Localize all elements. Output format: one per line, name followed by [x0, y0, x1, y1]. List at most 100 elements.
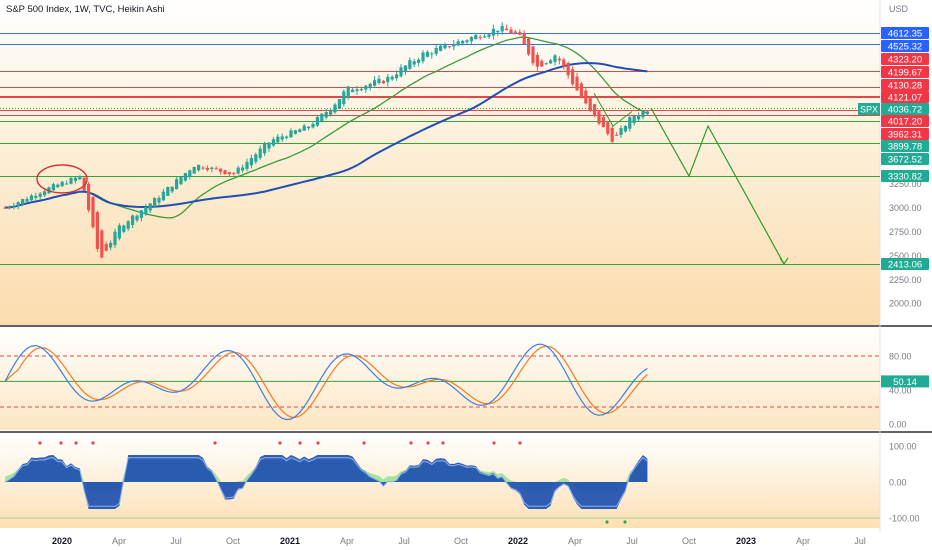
candle-body: [69, 178, 73, 184]
candle-body: [412, 61, 416, 65]
osc-signal-dot: [316, 441, 320, 445]
price-badge-label: 3899.78: [888, 142, 922, 153]
candle-body: [254, 154, 258, 162]
candle-body: [249, 158, 253, 166]
price-badge-label: 4612.35: [888, 29, 922, 40]
candle-body: [65, 183, 69, 185]
osc-blue-area: [5, 455, 648, 509]
candle-body: [342, 91, 346, 105]
candle-body: [535, 54, 539, 67]
candle-body: [7, 206, 11, 208]
time-axis-tick: Oct: [454, 536, 469, 546]
currency-label: USD: [889, 4, 909, 14]
candle-body: [527, 38, 531, 55]
time-axis-tick: 2023: [736, 536, 756, 546]
candle-body: [628, 117, 632, 129]
candle-body: [307, 126, 311, 129]
candle-body: [562, 59, 566, 67]
candle-body: [461, 40, 465, 44]
candle-body: [368, 83, 372, 88]
candle-body: [324, 111, 328, 118]
time-axis-tick: Oct: [226, 536, 241, 546]
time-axis-tick: 2021: [280, 536, 300, 546]
candle-body: [183, 173, 187, 181]
osc-signal-dot: [409, 441, 413, 445]
time-axis-tick: 2022: [508, 536, 528, 546]
candle-body: [161, 191, 165, 201]
osc-signal-dot: [278, 441, 282, 445]
projection-arrowhead: [779, 257, 789, 266]
candle-body: [25, 198, 29, 202]
candle-body: [452, 44, 456, 47]
stoch-axis-tick: 0.00: [889, 420, 907, 430]
candle-body: [584, 90, 588, 104]
osc-signal-dot: [441, 441, 445, 445]
candle-body: [214, 168, 218, 170]
price-badge: [881, 170, 929, 182]
stoch-axis-tick: 40.00: [889, 386, 912, 396]
candle-body: [601, 117, 605, 128]
candle-body: [117, 225, 121, 239]
price-axis-tick: 2000.00: [889, 299, 922, 309]
price-badge-label: 3962.31: [888, 130, 922, 141]
candle-body: [289, 130, 293, 138]
candle-body: [12, 205, 16, 208]
candle-body: [329, 109, 333, 115]
candle-body: [179, 176, 183, 185]
candle-body: [43, 191, 47, 196]
candle-body: [241, 167, 245, 171]
candle-body: [359, 88, 363, 91]
candle-body: [522, 33, 526, 45]
candle-body: [175, 179, 179, 190]
candle-body: [557, 58, 561, 61]
candle-body: [113, 231, 117, 246]
candle-body: [236, 167, 240, 174]
candle-body: [188, 170, 192, 177]
stoch-value-badge: [881, 375, 929, 388]
candle-body: [606, 122, 610, 134]
price-badge: [881, 91, 929, 103]
candle-body: [337, 99, 341, 109]
candle-body: [302, 125, 306, 131]
osc-signal-dot: [91, 441, 95, 445]
price-axis-tick: 2500.00: [889, 251, 922, 261]
candle-body: [447, 46, 451, 48]
candle-body: [144, 206, 148, 215]
candle-body: [131, 215, 135, 226]
candle-body: [29, 195, 33, 201]
time-axis-tick: Jul: [398, 536, 410, 546]
candle-body: [170, 186, 174, 192]
candle-body: [500, 25, 504, 32]
candle-body: [245, 161, 249, 169]
candle-body: [298, 129, 302, 133]
candle-body: [82, 177, 86, 191]
candle-body: [201, 167, 205, 169]
candle-body: [73, 177, 77, 181]
price-axis-tick: 3000.00: [889, 203, 922, 213]
candle-body: [487, 34, 491, 37]
candle-body: [104, 244, 108, 251]
candle-body: [403, 65, 407, 72]
candle-body: [615, 134, 619, 136]
candle-body: [399, 67, 403, 77]
price-badge: [881, 27, 929, 39]
time-axis-tick: Apr: [112, 536, 126, 546]
candle-body: [566, 62, 570, 76]
candle-body: [346, 86, 350, 98]
candle-body: [293, 130, 297, 134]
osc-signal-dot: [59, 441, 63, 445]
price-badge-label: 3672.52: [888, 155, 922, 166]
candle-body: [390, 76, 394, 80]
candle-body: [258, 148, 262, 159]
candle-body: [122, 225, 126, 232]
candle-body: [21, 198, 25, 205]
candle-body: [139, 210, 143, 218]
osc-signal-dot: [623, 520, 627, 524]
candle-body: [210, 167, 214, 170]
candle-body: [593, 104, 597, 116]
candle-body: [280, 136, 284, 140]
symbol-badge-label: SPX: [860, 105, 878, 115]
candle-body: [223, 170, 227, 175]
